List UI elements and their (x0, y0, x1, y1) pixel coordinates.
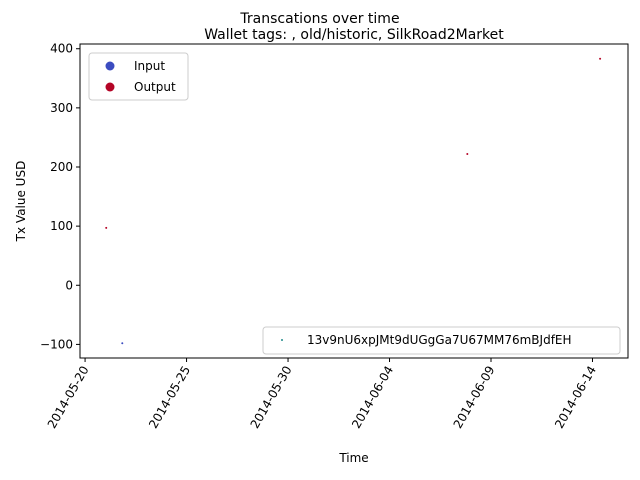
x-axis: 2014-05-20 2014-05-25 2014-05-30 2014-06-04… (45, 358, 599, 431)
chart-suptitle: Transcations over time (239, 11, 399, 27)
x-axis-label: Time (338, 451, 368, 465)
x-tick-label: 2014-05-20 (45, 364, 92, 431)
chart-title: Wallet tags: , old/historic, SilkRoad2Ma… (204, 27, 504, 43)
y-tick-label: 100 (50, 219, 73, 233)
data-point (105, 226, 108, 229)
legend-type: Input Output (88, 52, 189, 101)
data-point (466, 152, 469, 155)
legend-output-label: Output (134, 80, 176, 94)
x-tick-label: 2014-06-14 (552, 364, 599, 431)
y-axis-label: Tx Value USD (14, 161, 28, 243)
legend-address-frame (262, 326, 621, 355)
x-tick-label: 2014-06-09 (451, 364, 498, 431)
legend-address: 13v9nU6xpJMt9dUGgGa7U67MM76mBJdfEH (262, 326, 621, 355)
data-point (599, 57, 602, 60)
data-point (121, 342, 124, 345)
y-tick-label: 300 (50, 101, 73, 115)
legend-output-marker (105, 82, 115, 92)
plot-frame (79, 43, 629, 359)
legend-input-marker (105, 61, 115, 71)
legend-input-label: Input (134, 59, 165, 73)
y-tick-label: −100 (40, 337, 73, 351)
y-tick-label: 400 (50, 42, 73, 56)
legend-address-marker (281, 339, 283, 341)
y-axis: −100 0 100 200 300 400 (40, 42, 80, 351)
x-tick-label: 2014-05-30 (248, 364, 295, 431)
x-tick-label: 2014-06-04 (349, 364, 396, 431)
y-tick-label: 0 (65, 278, 73, 292)
data-points (105, 57, 602, 345)
x-tick-label: 2014-05-25 (146, 364, 193, 431)
y-tick-label: 200 (50, 160, 73, 174)
legend-address-label: 13v9nU6xpJMt9dUGgGa7U67MM76mBJdfEH (307, 333, 572, 347)
